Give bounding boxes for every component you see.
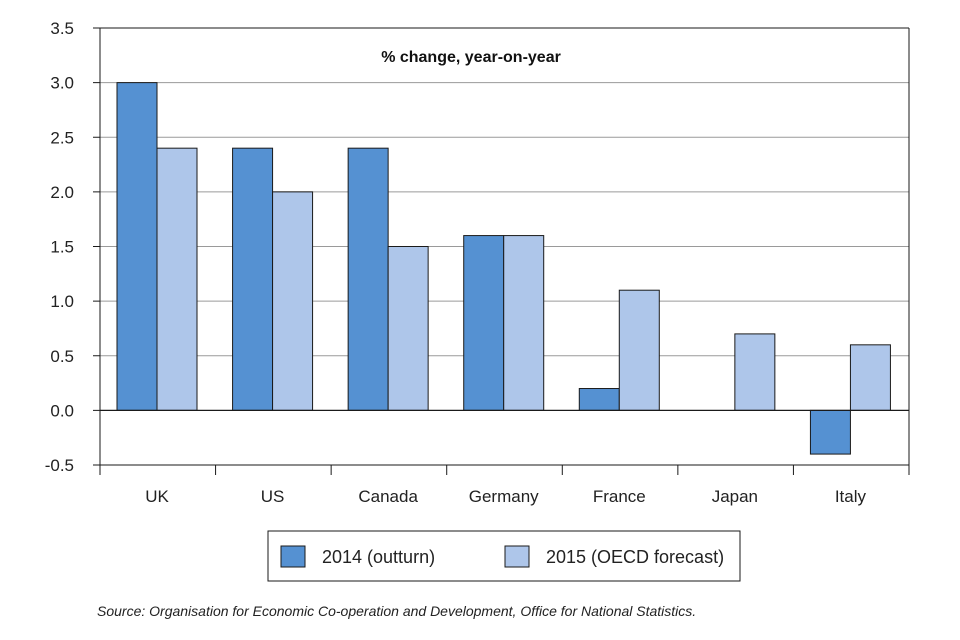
y-tick-label: -0.5 <box>45 456 74 475</box>
bar-2014-us <box>232 147 274 411</box>
bar-2015-japan <box>734 333 776 411</box>
legend-box <box>267 530 741 582</box>
category-label-us: US <box>261 487 285 506</box>
category-label-italy: Italy <box>835 487 867 506</box>
category-labels: UK US Canada Germany France Japan Italy <box>145 487 866 506</box>
legend-label-2014: 2014 (outturn) <box>322 547 435 567</box>
y-tick-label: 0.5 <box>50 347 74 366</box>
bar-2015-canada <box>387 246 429 411</box>
y-tick-labels: 3.5 3.0 2.5 2.0 1.5 1.0 0.5 0.0 -0.5 <box>45 19 74 475</box>
bar-2014-france <box>578 388 620 411</box>
y-tick-label: 3.5 <box>50 19 74 38</box>
bar-2014-germany <box>463 235 505 411</box>
y-tick-label: 2.5 <box>50 128 74 147</box>
bar-2015-uk <box>156 147 198 411</box>
bar-2015-us <box>272 191 314 411</box>
y-tick-label: 1.5 <box>50 238 74 257</box>
y-tick-label: 0.0 <box>50 401 74 420</box>
chart-title: % change, year-on-year <box>381 49 561 66</box>
bar-2015-france <box>618 289 660 411</box>
legend-swatch-2014 <box>280 545 306 568</box>
category-label-japan: Japan <box>712 487 758 506</box>
category-label-france: France <box>593 487 646 506</box>
legend-swatch-2015 <box>504 545 530 568</box>
y-tick-label: 3.0 <box>50 74 74 93</box>
bar-2015-italy <box>849 344 891 411</box>
bars <box>116 82 891 455</box>
y-tick-label: 2.0 <box>50 183 74 202</box>
bar-2014-uk <box>116 82 158 411</box>
axes <box>93 27 910 475</box>
category-label-canada: Canada <box>358 487 418 506</box>
category-label-germany: Germany <box>469 487 539 506</box>
bar-2014-italy <box>809 409 851 455</box>
legend-label-2015: 2015 (OECD forecast) <box>546 547 724 567</box>
category-label-uk: UK <box>145 487 169 506</box>
y-tick-label: 1.0 <box>50 292 74 311</box>
bar-2014-canada <box>347 147 389 411</box>
legend: 2014 (outturn) 2015 (OECD forecast) <box>267 530 741 582</box>
source-note: Source: Organisation for Economic Co-ope… <box>97 603 697 619</box>
bar-2015-germany <box>503 235 545 411</box>
